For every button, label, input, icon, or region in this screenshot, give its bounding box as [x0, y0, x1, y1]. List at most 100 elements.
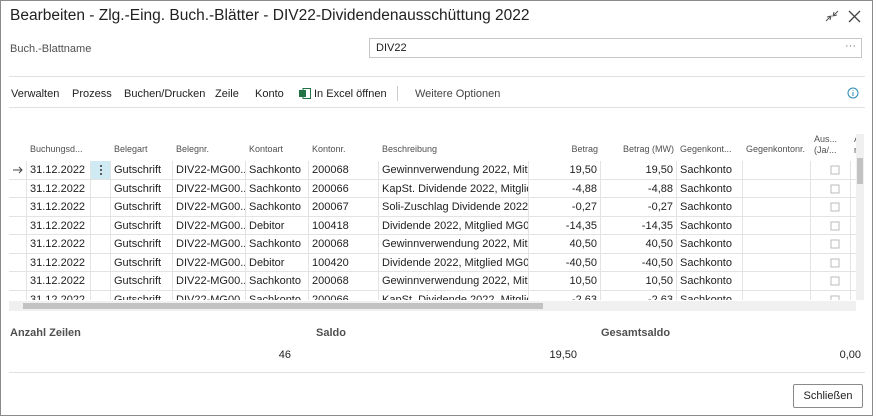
- h-scrollbar[interactable]: [9, 301, 856, 311]
- table-cell: Sachkonto: [246, 272, 309, 291]
- empty-cell: [743, 161, 811, 180]
- menu-item[interactable]: Verwalten: [11, 88, 60, 100]
- table-cell: Debitor: [246, 216, 309, 235]
- info-icon[interactable]: [847, 87, 859, 99]
- table-cell: 19,50: [601, 161, 677, 180]
- table-cell: Dividende 2022, Mitglied MG0...: [379, 253, 529, 272]
- arrow: [9, 161, 27, 180]
- column-header: Belegnr.: [176, 144, 210, 154]
- table-cell: Gutschrift: [111, 290, 173, 300]
- table-cell: Gutschrift: [111, 235, 173, 254]
- field-label: Buch.-Blattname: [10, 43, 92, 55]
- cell-icon: [13, 166, 23, 174]
- column-header: Gegenkontonr.: [746, 144, 806, 154]
- empty-cell: [743, 179, 811, 198]
- table-cell: DIV22-MG00...: [173, 253, 246, 272]
- table-cell: Sachkonto: [677, 161, 743, 180]
- table-cell: 100418: [309, 216, 379, 235]
- table-cell: DIV22-MG00...: [173, 235, 246, 254]
- cell-icon: [830, 258, 840, 267]
- table-cell: 31.12.2022: [27, 198, 91, 217]
- table-cell: Sachkonto: [677, 253, 743, 272]
- table-cell: 31.12.2022: [27, 253, 91, 272]
- footer-label: Saldo: [316, 327, 346, 339]
- menu-item[interactable]: Konto: [255, 88, 284, 100]
- table-cell: Sachkonto: [246, 290, 309, 300]
- empty-cell: [851, 217, 856, 235]
- menu-item[interactable]: In Excel öffnen: [314, 88, 387, 100]
- dots: [91, 179, 111, 198]
- dots: [91, 161, 111, 180]
- cell-icon: [830, 276, 840, 286]
- menu-item[interactable]: Buchen/Drucken: [124, 88, 206, 100]
- field-input[interactable]: DIV22 ···: [369, 38, 862, 58]
- table-cell: DIV22-MG00...: [173, 179, 246, 198]
- table-cell: Dividende 2022, Mitglied MG0...: [379, 216, 529, 235]
- separator: [9, 372, 865, 373]
- footer-value: 46: [278, 349, 291, 361]
- empty-cell: [743, 198, 811, 217]
- table-cell: -0,27: [529, 198, 601, 217]
- menu-item[interactable]: Weitere Optionen: [415, 88, 501, 100]
- table-cell: -14,35: [529, 216, 601, 235]
- table-cell: Gutschrift: [111, 198, 173, 217]
- table-cell: DIV22-MG00...: [173, 161, 246, 180]
- dots: [91, 272, 111, 291]
- table-cell: 31.12.2022: [27, 179, 91, 198]
- arrow: [9, 290, 27, 300]
- dots: [91, 235, 111, 254]
- menu-item[interactable]: Prozess: [72, 88, 112, 100]
- column-header: Belegart: [114, 144, 148, 154]
- table-cell: -0,27: [601, 198, 677, 217]
- table-cell: Sachkonto: [246, 179, 309, 198]
- table-cell: Gutschrift: [111, 272, 173, 291]
- table-cell: Gewinnverwendung 2022, Mitg...: [379, 272, 529, 291]
- column-header: Aus... (Ja/...: [814, 134, 838, 155]
- check: [811, 235, 851, 254]
- table-cell: Sachkonto: [677, 198, 743, 217]
- table-cell: 40,50: [529, 235, 601, 254]
- table-cell: Gutschrift: [111, 161, 173, 180]
- cell-icon: [100, 165, 102, 175]
- window-controls[interactable]: [823, 9, 867, 25]
- table-cell: 31.12.2022: [27, 161, 91, 180]
- table-cell: -40,50: [529, 253, 601, 272]
- dots: [91, 253, 111, 272]
- column-header: Kontonr.: [312, 144, 346, 154]
- table-cell: DIV22-MG00...: [173, 290, 246, 300]
- table-cell: 10,50: [601, 272, 677, 291]
- dots: [91, 198, 111, 217]
- separator: [9, 107, 865, 108]
- table-cell: Gutschrift: [111, 253, 173, 272]
- empty-cell: [851, 180, 856, 198]
- table-cell: 10,50: [529, 272, 601, 291]
- menu-item[interactable]: Zeile: [215, 88, 239, 100]
- table-cell: Sachkonto: [677, 179, 743, 198]
- v-scrollbar[interactable]: [856, 134, 864, 300]
- cell-icon: [830, 239, 840, 249]
- table-cell: Sachkonto: [677, 290, 743, 300]
- table-cell: Gutschrift: [111, 179, 173, 198]
- cell-icon: [830, 202, 840, 212]
- footer-value: 0,00: [839, 349, 861, 361]
- cell-icon: [830, 221, 840, 230]
- table-cell: -14,35: [601, 216, 677, 235]
- close-button[interactable]: Schließen: [793, 384, 863, 408]
- table-cell: -2,63: [601, 290, 677, 300]
- empty-cell: [851, 198, 856, 217]
- table-cell: 40,50: [601, 235, 677, 254]
- table-cell: DIV22-MG00...: [173, 272, 246, 291]
- more-icon[interactable]: ···: [845, 40, 856, 52]
- table-cell: -2,63: [529, 290, 601, 300]
- column-header: Au m: [851, 134, 856, 156]
- table-cell: 100420: [309, 253, 379, 272]
- table-cell: 200068: [309, 161, 379, 180]
- footer-label: Anzahl Zeilen: [10, 327, 81, 339]
- check: [811, 272, 851, 291]
- check: [811, 290, 851, 300]
- table-cell: Sachkonto: [677, 235, 743, 254]
- column-header: Betrag: [571, 144, 598, 154]
- cell-icon: [830, 295, 840, 300]
- cell-icon: [830, 184, 840, 193]
